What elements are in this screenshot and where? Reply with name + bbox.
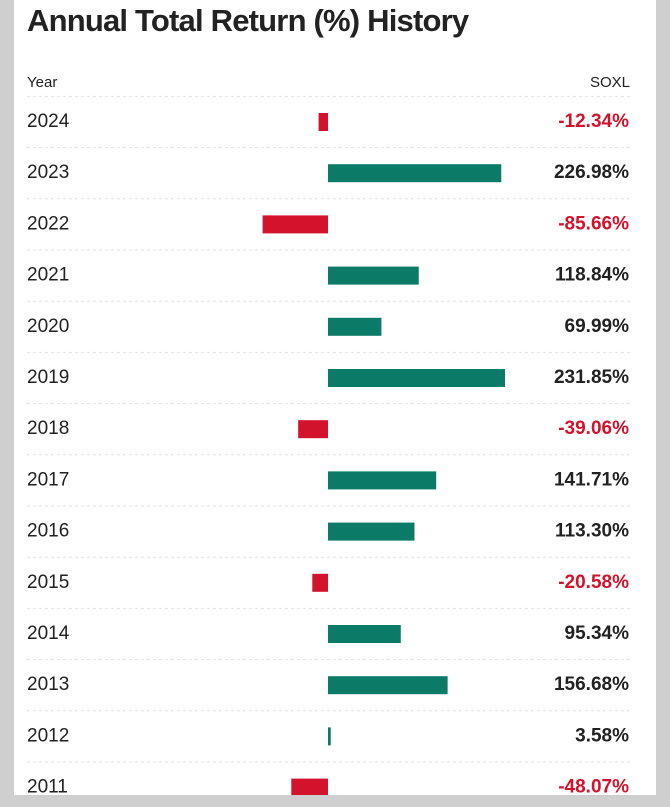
bar [328,727,331,746]
row-label: 2015 [27,572,69,593]
value-label: -85.66% [558,213,629,234]
value-label: -39.06% [558,418,629,439]
bar [298,420,328,439]
value-label: 231.85% [554,367,629,388]
row-label: 2020 [27,316,69,337]
bar [312,573,328,592]
value-label: 156.68% [554,674,629,695]
value-label: 118.84% [555,265,629,286]
bar [328,676,448,695]
value-label: 226.98% [554,162,629,183]
row-label: 2024 [27,111,70,132]
row-label: 2018 [27,418,69,439]
value-label: 69.99% [565,316,630,337]
value-label: 113.30% [555,521,629,542]
row-label: 2019 [27,367,69,388]
row-label: 2012 [27,725,69,746]
row-label: 2013 [27,674,69,695]
bar [328,471,437,490]
column-header: Year [27,74,57,91]
row-label: 2017 [27,469,69,490]
row-label: 2016 [27,521,69,542]
panel [14,0,656,795]
value-label: -12.34% [558,111,629,132]
row-label: 2023 [27,162,69,183]
bar [262,215,328,234]
row-label: 2011 [27,777,68,798]
bar [328,625,401,643]
bar [291,778,328,797]
chart-title: Annual Total Return (%) History [27,3,470,38]
bar [328,522,415,541]
row-label: 2022 [27,213,69,234]
bar [318,113,328,131]
bar [328,266,419,285]
value-label: 141.71% [554,469,629,490]
bar [328,317,382,336]
value-label: 3.58% [575,725,629,746]
value-label: 95.34% [565,623,630,644]
value-label: -20.58% [558,572,629,593]
row-label: 2021 [27,265,69,286]
bar [328,164,502,183]
bar [328,369,505,387]
value-label: -48.07% [558,777,629,798]
column-header: SOXL [590,74,630,91]
row-label: 2014 [27,623,70,644]
frame [0,795,670,807]
